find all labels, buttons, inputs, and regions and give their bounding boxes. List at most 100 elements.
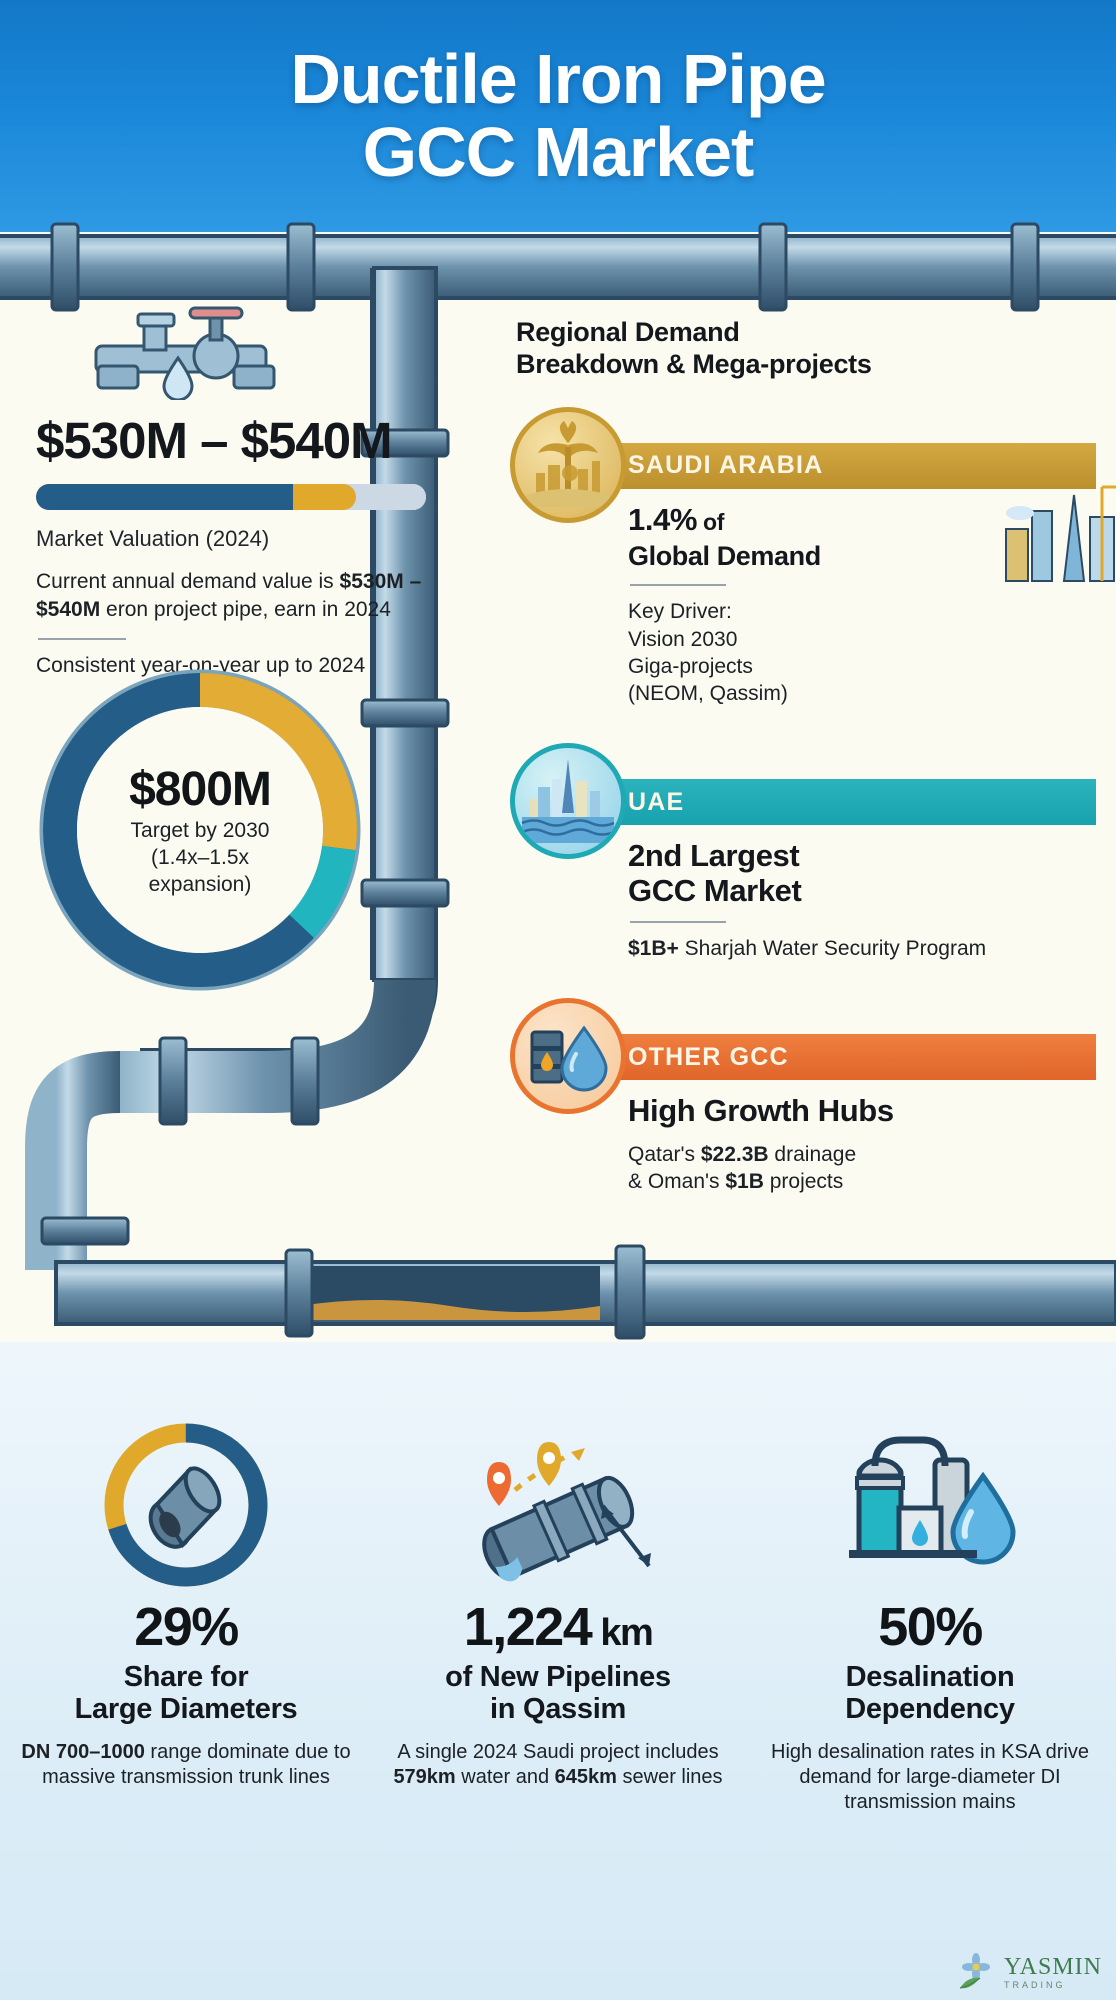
region-body-other: High Growth Hubs Qatar's $22.3B drainage… — [516, 1080, 1096, 1195]
stat-large-diameters[interactable]: 29% Share for Large Diameters DN 700–100… — [0, 1420, 372, 1815]
region-note-saudi: Key Driver: Vision 2030 Giga-projects (N… — [628, 600, 788, 706]
pipe-section-donut-icon — [96, 1420, 276, 1590]
stat-label-new-pipelines: of New Pipelines in Qassim — [445, 1661, 671, 1726]
palm-tree-skyline-glyph — [526, 420, 610, 507]
region-ribbon-label-other: OTHER GCC — [628, 1042, 789, 1071]
valuation-desc-bold: $530M – $540M — [36, 570, 422, 622]
saudi-share-value: 1.4% — [628, 501, 698, 537]
donut-value: $800M — [129, 763, 272, 817]
other-note2-pre: & Oman's — [628, 1170, 726, 1194]
target-2030-donut-chart: $800M Target by 2030 (1.4x–1.5x expansio… — [30, 660, 370, 1000]
uae-head-line1: 2nd Largest — [628, 838, 800, 874]
region-ribbon-label-uae: UAE — [628, 787, 685, 816]
progress-segment-blue — [36, 484, 294, 510]
market-valuation-panel: $530M – $540M Market Valuation (2024) Cu… — [36, 300, 456, 678]
desalination-plant-glyph — [849, 1436, 1016, 1565]
stat-label1-line2: Large Diameters — [74, 1692, 298, 1725]
stat-desc-new-pipelines: A single 2024 Saudi project includes 579… — [386, 1740, 730, 1790]
region-headline-uae: 2nd Largest GCC Market — [628, 839, 1096, 908]
poster-header: Ductile Iron Pipe GCC Market — [0, 0, 1116, 232]
donut-sub-line3: expansion) — [148, 872, 252, 896]
flower-leaf-logo-icon — [959, 1953, 990, 1989]
stat-label2-line2: in Qassim — [490, 1692, 626, 1725]
stat-label3-line1: Desalination — [845, 1661, 1015, 1693]
stat-desalination[interactable]: 50% Desalination Dependency High desalin… — [744, 1420, 1116, 1815]
donut-sub-line2: (1.4x–1.5x — [150, 846, 250, 870]
region-other-gcc[interactable]: OTHER GCC High Growth Hubs Qatar's $22.3… — [510, 998, 1096, 1195]
other-note1-bold: $22.3B — [700, 1142, 769, 1166]
progress-segment-gold — [293, 484, 356, 510]
stat-label-large-diameters: Share for Large Diameters — [74, 1661, 298, 1726]
region-ribbon-label-saudi: SAUDI ARABIA — [628, 451, 824, 480]
uae-note-bold: $1B+ — [628, 936, 679, 960]
stat-desc-desalination: High desalination rates in KSA drive dem… — [771, 1740, 1089, 1814]
donut-center-label: $800M Target by 2030 (1.4x–1.5x expansio… — [30, 660, 370, 1000]
saudi-share-of: of — [697, 508, 724, 535]
region-divider-uae — [630, 920, 726, 923]
pipeline-route-glyph — [482, 1442, 651, 1582]
saudi-share-line2: Global Demand — [628, 540, 821, 571]
stat1-desc-bold: DN 700–1000 — [21, 1740, 145, 1763]
yasmin-trading-watermark: YASMIN TRADING — [954, 1952, 1102, 1992]
region-divider-saudi — [630, 584, 726, 587]
regional-demand-panel: Regional Demand Breakdown & Mega-project… — [510, 316, 1116, 1195]
stat-label1-line1: Share for — [123, 1661, 249, 1693]
region-headline-other: High Growth Hubs — [628, 1093, 894, 1129]
other-note2-post: projects — [763, 1170, 844, 1194]
watermark-sub: TRADING — [1003, 1979, 1066, 1990]
region-headline-saudi: 1.4% of Global Demand — [628, 501, 1096, 572]
region-note-uae: $1B+ Sharjah Water Security Program — [628, 935, 1096, 962]
donut-sub-line1: Target by 2030 — [130, 819, 270, 843]
stat2-desc-mid: water and — [455, 1765, 555, 1788]
desalination-plant-icon — [835, 1420, 1025, 1590]
market-valuation-caption: Market Valuation (2024) — [36, 526, 270, 551]
stat-new-pipelines[interactable]: 1,224 km of New Pipelines in Qassim A si… — [372, 1420, 744, 1815]
watermark-text: YASMIN TRADING — [1004, 1955, 1102, 1990]
stat2-unit: km — [591, 1612, 653, 1654]
page-title-line1: Ductile Iron Pipe — [290, 40, 826, 119]
stat-label-desalination: Desalination Dependency — [845, 1661, 1015, 1726]
valuation-desc-pre: Current annual demand value is — [36, 570, 334, 593]
stat-value-desalination: 50% — [878, 1597, 983, 1657]
market-valuation-value: $530M – $540M — [36, 412, 393, 469]
region-saudi-arabia[interactable]: SAUDI ARABIA — [510, 406, 1116, 708]
oil-barrel-water-drop-icon — [510, 998, 626, 1115]
regional-title-line2: Breakdown & Mega-projects — [516, 349, 872, 380]
valuation-divider — [38, 638, 126, 641]
stat-value-large-diameters: 29% — [134, 1597, 239, 1657]
stat-label3-line2: Dependency — [845, 1692, 1015, 1725]
palm-tree-skyline-icon — [510, 406, 626, 523]
stat1-desc-rest: range dominate due to massive transmissi… — [42, 1740, 351, 1788]
market-valuation-footnote: Consistent year-on-year up to 2024 — [36, 654, 366, 678]
stat-desc-large-diameters: DN 700–1000 range dominate due to massiv… — [14, 1740, 358, 1790]
regional-title-line1: Regional Demand — [516, 317, 740, 347]
other-note2-bold: $1B — [725, 1170, 764, 1194]
valuation-desc-post: eron project pipe, earn in 2024 — [100, 598, 391, 622]
stat2-desc-post: sewer lines — [616, 1765, 723, 1788]
donut-svg — [39, 669, 361, 991]
other-note1-pre: Qatar's — [628, 1142, 701, 1166]
stat2-desc-pre: A single 2024 Saudi project includes — [397, 1740, 719, 1763]
page-title-line2: GCC Market — [362, 113, 755, 191]
uae-head-line2: GCC Market — [628, 873, 802, 909]
pipeline-route-icon — [453, 1420, 663, 1590]
oil-barrel-drop-glyph — [530, 1025, 608, 1092]
stat2-desc-bold1: 579km — [393, 1765, 456, 1788]
other-note1-post: drainage — [768, 1142, 857, 1166]
pipe-valve-icon — [94, 306, 276, 402]
pipe-donut-glyph — [104, 1423, 268, 1587]
stat2-desc-bold2: 645km — [554, 1765, 617, 1788]
region-note-other: Qatar's $22.3B drainage & Oman's $1B pro… — [628, 1141, 1096, 1196]
dubai-skyline-glyph — [521, 759, 615, 844]
city-construction-icon — [1005, 485, 1116, 582]
market-valuation-progress-bar — [36, 484, 426, 510]
region-uae[interactable]: UAE 2nd Largest GCC Market — [510, 743, 1096, 962]
stat-value-new-pipelines: 1,224 km — [464, 1600, 654, 1654]
stat-label2-line1: of New Pipelines — [445, 1661, 671, 1693]
dubai-skyline-icon — [510, 743, 626, 860]
progress-segment-track — [355, 484, 426, 510]
region-body-saudi: 1.4% of Global Demand Key Driver: Vision… — [516, 489, 1096, 708]
key-stats-row: 29% Share for Large Diameters DN 700–100… — [0, 1420, 1116, 1815]
market-valuation-description: Current annual demand value is $530M – $… — [36, 568, 456, 624]
